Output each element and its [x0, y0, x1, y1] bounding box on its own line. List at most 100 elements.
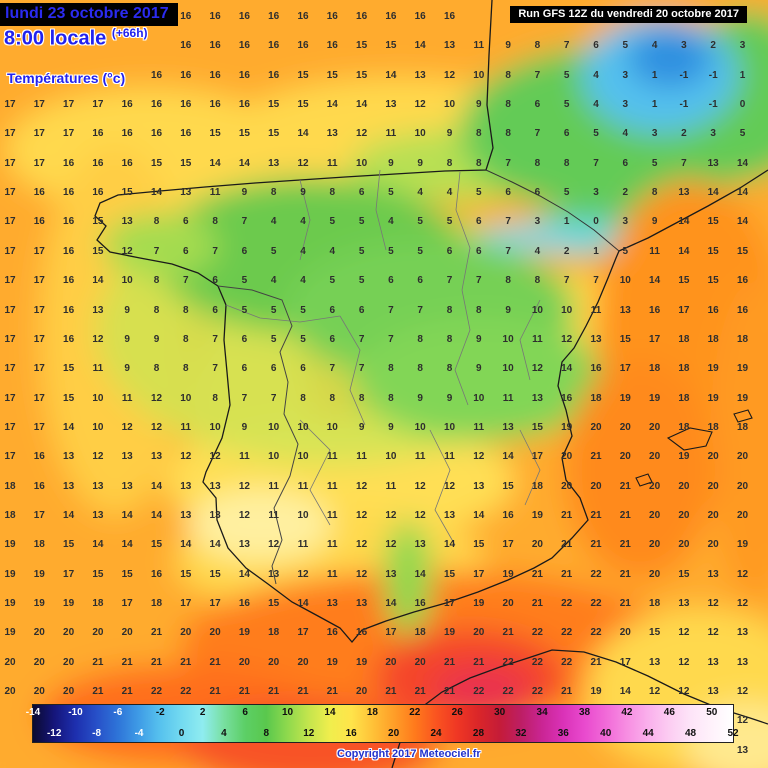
temp-value: 16: [209, 11, 221, 22]
coastline-africa: [391, 649, 768, 768]
temp-value: 14: [297, 598, 309, 609]
temp-value: 4: [622, 128, 629, 140]
temp-value: 18: [707, 333, 719, 345]
temp-value: 10: [561, 304, 573, 316]
temp-value: 12: [238, 509, 250, 521]
legend-label: 0: [178, 728, 185, 739]
temp-value: 13: [590, 333, 602, 345]
temp-value: 15: [92, 216, 104, 228]
temp-value: 20: [649, 509, 661, 521]
temp-value: 21: [502, 627, 514, 639]
temp-value: 20: [33, 686, 45, 698]
temp-value: 18: [649, 598, 661, 609]
temp-value: 8: [476, 304, 482, 316]
temp-value: 12: [678, 686, 690, 698]
temp-value: 21: [561, 568, 573, 580]
temp-value: 1: [739, 69, 746, 81]
temp-value: 18: [678, 392, 690, 404]
legend-label: 4: [221, 728, 227, 739]
temp-value: 16: [33, 480, 45, 492]
temp-value: 7: [212, 333, 218, 345]
temp-value: 6: [388, 275, 394, 287]
temp-value: 6: [534, 187, 541, 199]
temp-value: 7: [329, 363, 336, 375]
temp-value: 12: [443, 69, 456, 81]
temp-value: 13: [736, 656, 749, 668]
temp-value: 17: [33, 421, 45, 433]
temp-value: 18: [736, 333, 749, 345]
temp-value: 20: [63, 627, 75, 639]
temp-value: 15: [619, 333, 631, 345]
temp-value: 15: [531, 421, 543, 433]
temp-value: 21: [385, 686, 397, 698]
temp-value: 12: [356, 539, 368, 551]
temp-value: 16: [238, 69, 250, 81]
temp-value: 17: [33, 304, 45, 316]
temp-value: 17: [4, 157, 16, 169]
temp-value: -1: [708, 99, 718, 111]
temp-value: 16: [92, 187, 104, 199]
temp-value: 4: [417, 187, 423, 199]
temp-value: 17: [678, 304, 690, 316]
temp-value: 17: [531, 451, 543, 463]
border-pyrenees: [485, 169, 620, 252]
temp-value: 11: [297, 480, 309, 492]
temp-value: 14: [121, 539, 133, 551]
temp-value: 19: [561, 421, 573, 433]
temp-value: 16: [238, 40, 250, 52]
temp-value: 13: [180, 509, 192, 521]
temp-value: 14: [619, 686, 631, 698]
temp-value: 12: [414, 480, 426, 492]
temp-value: 19: [4, 627, 16, 639]
temp-value: 16: [180, 69, 192, 81]
temp-value: 19: [238, 627, 250, 639]
temp-value: 21: [561, 686, 573, 698]
temp-value: 7: [358, 363, 365, 375]
temp-value: 6: [622, 157, 629, 169]
temp-value: 5: [739, 128, 746, 140]
temp-value: 21: [121, 686, 133, 698]
temp-value: 8: [212, 392, 218, 404]
temp-value: 15: [356, 40, 368, 52]
temp-value: 16: [736, 304, 749, 316]
temp-value: 19: [473, 598, 485, 609]
temperature-legend: -14 -10 -6 -2 2 6 10 14 18 22 26 30 34 38 42 46 50 -12 -8-…: [26, 704, 739, 743]
temp-value: 5: [417, 216, 423, 228]
temp-value: 14: [385, 598, 397, 609]
temp-value: 20: [736, 509, 749, 521]
temp-value: 22: [473, 686, 485, 698]
temp-value: 11: [502, 392, 514, 404]
valid-time: 8:00 locale (+66h): [4, 26, 148, 51]
temp-value: 18: [268, 627, 280, 639]
temp-value: 6: [446, 245, 453, 257]
temp-value: 19: [33, 598, 45, 609]
temp-value: 20: [590, 480, 602, 492]
temp-value: 9: [417, 392, 423, 404]
temp-value: 20: [649, 539, 661, 551]
temp-value: 9: [124, 304, 130, 316]
temp-value: 14: [561, 363, 573, 375]
legend-label: 46: [663, 707, 675, 718]
temp-value: 13: [619, 304, 631, 316]
temp-value: 14: [678, 216, 690, 228]
temp-value: 8: [505, 275, 511, 287]
temp-value: 21: [590, 451, 602, 463]
temp-value: 15: [121, 568, 133, 580]
temp-value: 6: [300, 363, 306, 375]
temp-value: 17: [33, 509, 45, 521]
temp-value: 12: [678, 627, 690, 639]
legend-label: 44: [642, 728, 654, 739]
temp-value: 21: [531, 598, 543, 609]
temp-value: 16: [736, 275, 749, 287]
temp-value: 8: [534, 275, 541, 287]
temp-value: 7: [505, 216, 511, 228]
legend-label: 26: [451, 707, 463, 718]
temp-value: 9: [476, 99, 482, 111]
temp-value: 18: [92, 598, 104, 609]
legend-label: 6: [242, 707, 248, 718]
temp-value: 12: [414, 509, 426, 521]
temp-value: 17: [92, 99, 104, 111]
temp-value: 8: [505, 99, 511, 111]
temp-value: 21: [590, 509, 602, 521]
